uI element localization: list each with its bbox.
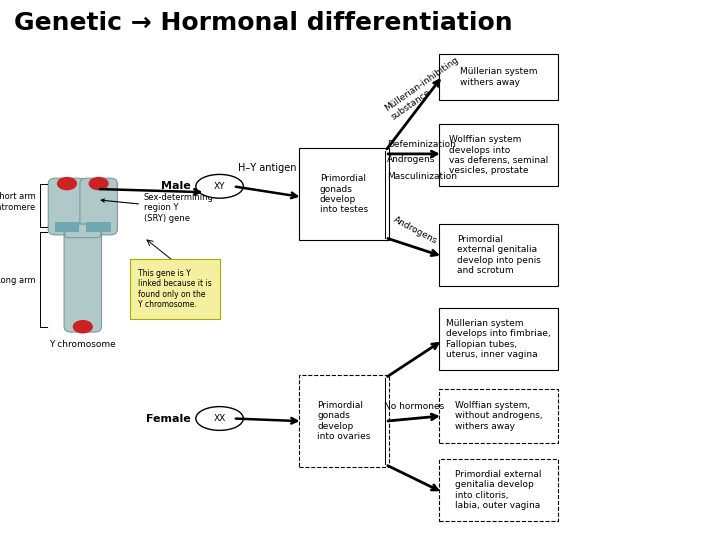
FancyBboxPatch shape bbox=[439, 308, 558, 370]
Text: Female: Female bbox=[146, 414, 191, 423]
Text: H–Y antigen: H–Y antigen bbox=[238, 163, 297, 173]
FancyBboxPatch shape bbox=[439, 54, 558, 100]
FancyBboxPatch shape bbox=[64, 224, 102, 332]
FancyBboxPatch shape bbox=[48, 178, 86, 235]
Text: XY: XY bbox=[214, 182, 225, 191]
Text: Masculinization: Masculinization bbox=[387, 172, 456, 181]
Ellipse shape bbox=[89, 177, 109, 190]
Text: Müllerian system
develops into fimbriae,
Fallopian tubes,
uterus, inner vagina: Müllerian system develops into fimbriae,… bbox=[446, 319, 551, 359]
FancyBboxPatch shape bbox=[299, 148, 389, 240]
Text: Wolffian system,
without androgens,
withers away: Wolffian system, without androgens, with… bbox=[455, 401, 542, 431]
Text: Müllerian-inhibiting
substance: Müllerian-inhibiting substance bbox=[384, 55, 467, 122]
Text: Y chromosome: Y chromosome bbox=[50, 340, 116, 349]
Ellipse shape bbox=[57, 177, 77, 190]
FancyBboxPatch shape bbox=[80, 178, 117, 235]
FancyBboxPatch shape bbox=[55, 222, 79, 232]
Text: No hormones: No hormones bbox=[384, 402, 444, 411]
Text: Müllerian system
withers away: Müllerian system withers away bbox=[460, 68, 537, 86]
Text: Male: Male bbox=[161, 181, 191, 191]
Text: Long arm: Long arm bbox=[0, 276, 36, 285]
FancyBboxPatch shape bbox=[86, 222, 111, 232]
Ellipse shape bbox=[196, 174, 243, 198]
FancyBboxPatch shape bbox=[130, 259, 220, 319]
Text: Primordial
external genitalia
develop into penis
and scrotum: Primordial external genitalia develop in… bbox=[456, 235, 541, 275]
FancyBboxPatch shape bbox=[439, 389, 558, 443]
Ellipse shape bbox=[196, 407, 243, 430]
FancyBboxPatch shape bbox=[439, 459, 558, 521]
Text: Short arm: Short arm bbox=[0, 192, 36, 201]
FancyBboxPatch shape bbox=[439, 124, 558, 186]
FancyBboxPatch shape bbox=[299, 375, 389, 467]
FancyBboxPatch shape bbox=[65, 224, 101, 238]
Text: Wolffian system
develops into
vas deferens, seminal
vesicles, prostate: Wolffian system develops into vas defere… bbox=[449, 135, 548, 176]
Text: Centromere: Centromere bbox=[0, 204, 36, 212]
Text: Defeminization: Defeminization bbox=[387, 140, 456, 149]
Text: XX: XX bbox=[213, 414, 226, 423]
Ellipse shape bbox=[73, 320, 93, 333]
Text: Genetic → Hormonal differentiation: Genetic → Hormonal differentiation bbox=[14, 11, 513, 35]
Text: Primordial external
genitalia develop
into clitoris,
labia, outer vagina: Primordial external genitalia develop in… bbox=[455, 470, 542, 510]
Text: This gene is Y
linked because it is
found only on the
Y chromosome.: This gene is Y linked because it is foun… bbox=[138, 269, 212, 309]
FancyBboxPatch shape bbox=[439, 224, 558, 286]
Text: Sex-determining
region Y
(SRY) gene: Sex-determining region Y (SRY) gene bbox=[102, 193, 214, 223]
Text: Androgens: Androgens bbox=[392, 215, 438, 246]
Text: Primordial
gonads
develop
into ovaries: Primordial gonads develop into ovaries bbox=[317, 401, 371, 441]
Text: Androgens: Androgens bbox=[387, 155, 435, 164]
Text: Primordial
gonads
develop
into testes: Primordial gonads develop into testes bbox=[320, 174, 368, 214]
